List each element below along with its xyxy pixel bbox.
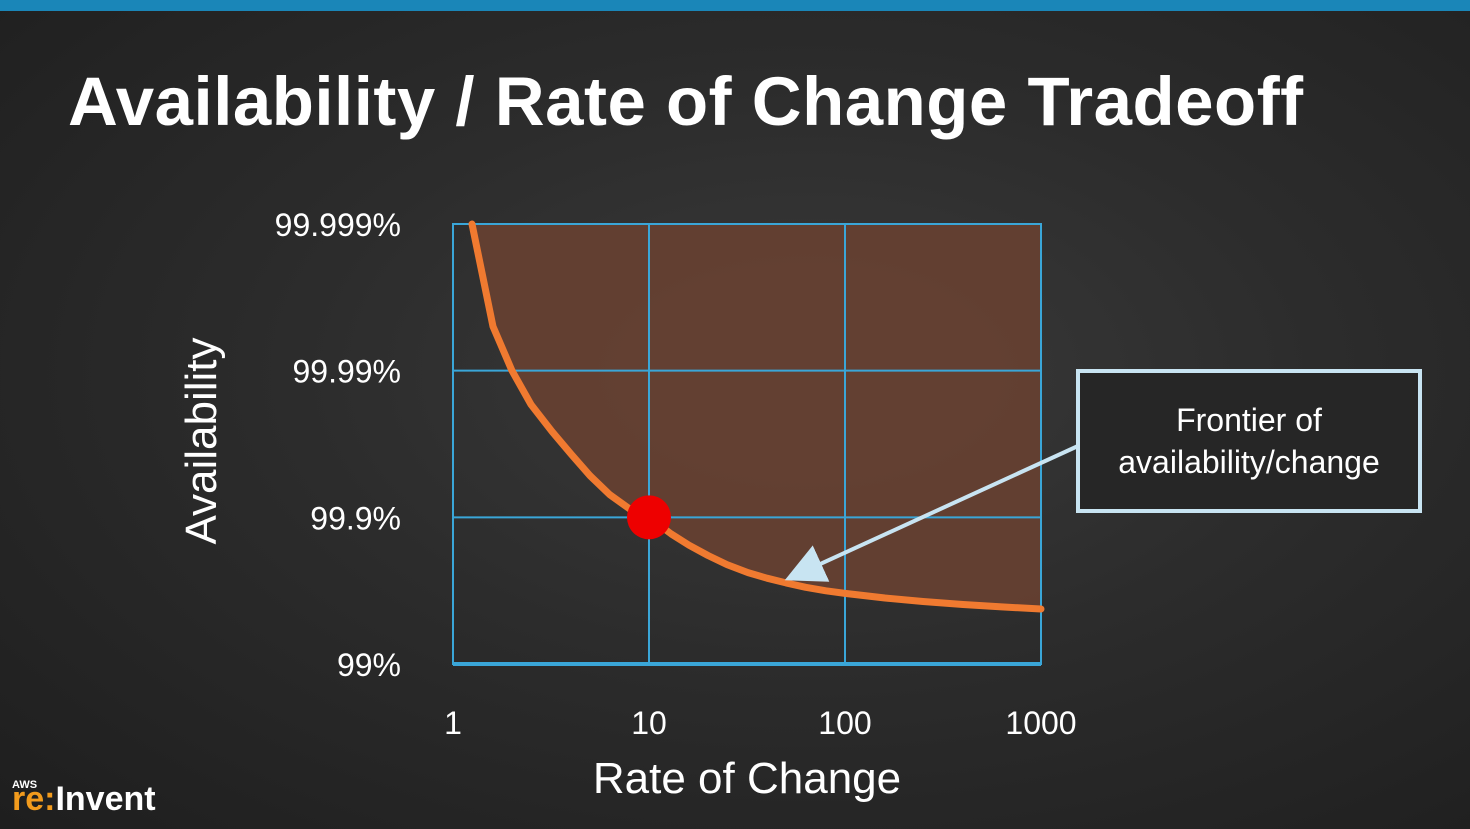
frontier-layer xyxy=(468,220,1045,613)
y-tick-label-2: 99.99% xyxy=(292,354,401,390)
x-tick-label-3: 1000 xyxy=(1005,705,1076,741)
logo-re-text: re: xyxy=(12,780,56,818)
frontier-callout: Frontier of availability/change xyxy=(1076,369,1422,513)
callout-line-1: Frontier of xyxy=(1176,402,1322,438)
feasible-region xyxy=(472,224,1041,609)
x-axis-label: Rate of Change xyxy=(593,754,901,803)
slide-title: Availability / Rate of Change Tradeoff xyxy=(68,63,1304,140)
y-axis-label: Availability xyxy=(177,337,226,544)
grid-layer xyxy=(452,223,1042,666)
x-tick-label-0: 1 xyxy=(444,705,462,741)
x-tick-label-1: 10 xyxy=(631,705,667,741)
x-tick-label-2: 100 xyxy=(818,705,871,741)
logo-aws-text: AWS xyxy=(12,779,38,791)
callout-arrow xyxy=(784,444,1079,582)
feasible-region-layer xyxy=(472,224,1041,609)
y-tick-label-0: 99% xyxy=(337,647,401,683)
callout-line-2: availability/change xyxy=(1118,444,1380,480)
tick-labels-layer: 99% 99.9% 99.99% 99.999% 1 10 100 1000 xyxy=(275,207,1077,741)
frontier-curve xyxy=(468,220,1045,613)
y-tick-label-3: 99.999% xyxy=(275,207,401,243)
top-accent-bar xyxy=(0,0,1470,11)
reinvent-logo: AWS re:Invent xyxy=(12,779,156,818)
operating-point xyxy=(627,495,671,540)
logo-invent-text: Invent xyxy=(55,780,156,818)
y-tick-label-1: 99.9% xyxy=(310,500,401,536)
